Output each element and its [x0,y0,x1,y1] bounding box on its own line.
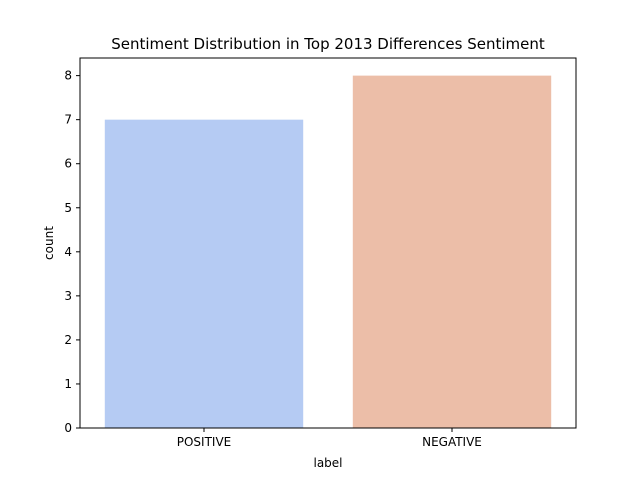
y-axis: 0 1 2 3 4 5 6 7 8 [64,69,80,435]
x-axis-label: label [313,456,342,470]
y-tick-label: 5 [64,201,72,215]
y-tick-label: 8 [64,69,72,83]
y-tick-label: 2 [64,333,72,347]
bar-negative [352,75,552,428]
plot-frame [79,57,577,429]
x-tick-label: POSITIVE [177,435,232,449]
x-tick-label: NEGATIVE [422,435,482,449]
y-tick-label: 0 [64,421,72,435]
bar-positive [104,119,304,429]
y-tick-label: 6 [64,157,72,171]
x-axis: POSITIVE NEGATIVE [177,428,482,449]
y-tick-label: 7 [64,113,72,127]
y-tick-label: 1 [64,377,72,391]
y-tick-label: 3 [64,289,72,303]
chart-title: Sentiment Distribution in Top 2013 Diffe… [111,35,545,53]
plot-marks [104,75,552,429]
y-tick-label: 4 [64,245,72,259]
y-axis-label: count [42,226,56,260]
